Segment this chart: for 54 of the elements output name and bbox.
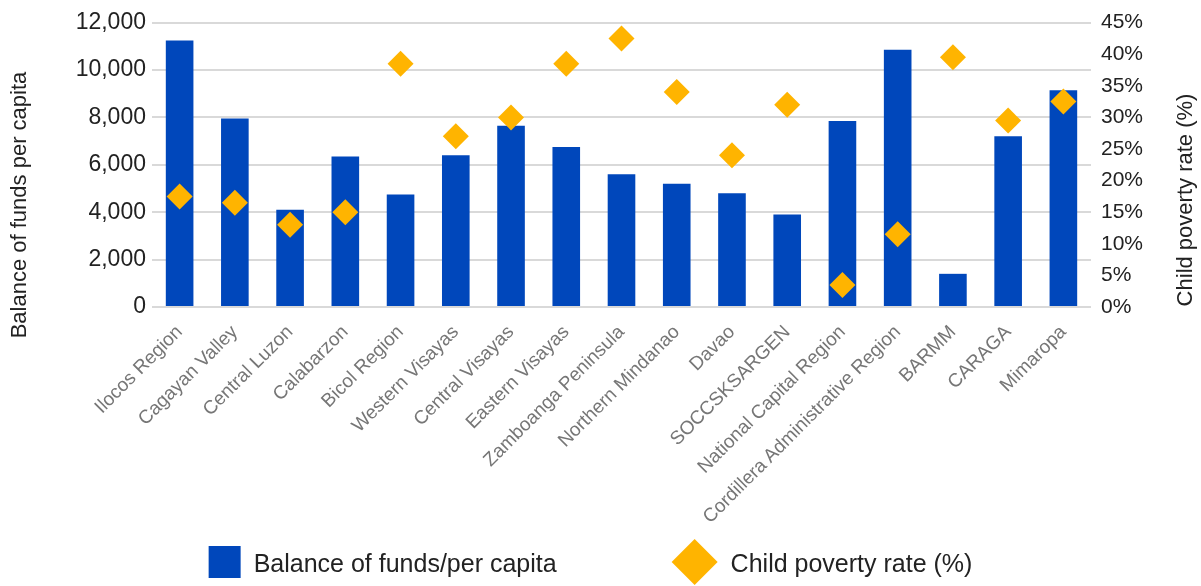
point [1050, 88, 1077, 115]
point [387, 50, 414, 77]
point [166, 183, 193, 210]
y2-tick-label: 10% [1101, 230, 1144, 254]
point [884, 221, 911, 248]
point [332, 199, 359, 226]
y2-tick-label: 20% [1101, 167, 1144, 191]
y2-tick-label: 15% [1101, 199, 1144, 222]
point [774, 91, 801, 118]
bar [221, 118, 249, 306]
point [608, 25, 635, 52]
bar [773, 214, 802, 306]
bar [607, 174, 636, 306]
point [718, 142, 745, 169]
bar [386, 194, 415, 306]
bar [662, 183, 691, 306]
y2-tick-label: 45% [1101, 9, 1144, 33]
y2-tick-label: 25% [1101, 135, 1144, 159]
y2-axis-title: Child poverty rate (%) [1172, 93, 1198, 307]
point [221, 189, 248, 216]
y-tick-label: 10,000 [75, 55, 146, 82]
bar [165, 40, 194, 306]
bar [718, 193, 746, 306]
legend-label: Child poverty rate (%) [730, 548, 973, 577]
y2-tick-label: 5% [1101, 262, 1132, 286]
y-tick-label: 6,000 [88, 150, 146, 177]
y2-tick-label: 35% [1101, 72, 1144, 96]
bar [828, 120, 857, 306]
y-tick-label: 12,000 [75, 7, 146, 34]
y-tick-label: 4,000 [88, 197, 146, 224]
bar [497, 125, 525, 306]
y-tick-label: 0 [133, 292, 146, 319]
point [663, 79, 690, 106]
bar [331, 156, 360, 306]
bar [939, 273, 967, 306]
point [277, 211, 304, 238]
y2-tick-label: 30% [1101, 104, 1144, 128]
point [498, 104, 525, 131]
bar [441, 155, 470, 306]
y2-tick-label: 0% [1101, 293, 1132, 317]
y-axis-title: Balance of funds per capita [6, 70, 32, 339]
bar [552, 147, 581, 306]
bar [1049, 90, 1078, 306]
legend-label: Balance of funds/per capita [253, 548, 557, 577]
point [995, 107, 1022, 134]
bar [883, 49, 912, 306]
bar [994, 136, 1022, 306]
point [442, 123, 469, 150]
point [829, 271, 856, 298]
y-tick-label: 2,000 [88, 244, 146, 271]
y2-tick-label: 40% [1101, 41, 1144, 64]
point [939, 44, 966, 71]
y-tick-label: 8,000 [88, 102, 146, 129]
point [553, 50, 580, 77]
